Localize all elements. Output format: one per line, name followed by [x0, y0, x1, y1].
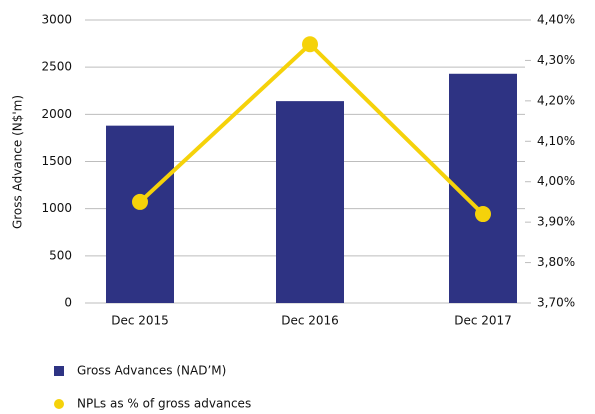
- x-tick-label: Dec 2017: [454, 314, 512, 328]
- bar: [276, 101, 344, 303]
- legend-label: NPLs as % of gross advances: [77, 397, 251, 411]
- y2-tick-label: 3,90%: [537, 215, 575, 229]
- y2-tick-label: 4,40%: [537, 13, 575, 27]
- y-tick-label: 3000: [41, 13, 72, 27]
- y2-tick-label: 3,80%: [537, 255, 575, 269]
- y-tick-label: 1500: [41, 154, 72, 168]
- legend-marker: [54, 399, 64, 409]
- y-tick-label: 2500: [41, 60, 72, 74]
- y2-tick-label: 4,20%: [537, 93, 575, 107]
- bar: [449, 73, 517, 304]
- legend-marker: [54, 366, 64, 376]
- y2-tick-label: 4,00%: [537, 174, 575, 188]
- y2-tick-label: 3,70%: [537, 296, 575, 310]
- y2-tick-label: 4,10%: [537, 134, 575, 148]
- y-tick-label: 500: [49, 248, 72, 262]
- y-tick-label: 2000: [41, 107, 72, 121]
- point: [475, 206, 491, 223]
- y-tick-label: 0: [64, 296, 72, 310]
- y-tick-label: 1000: [41, 201, 72, 215]
- y2-tick-label: 4,30%: [537, 53, 575, 67]
- bar: [106, 125, 174, 303]
- point: [302, 36, 318, 53]
- x-tick-label: Dec 2015: [111, 314, 169, 328]
- x-tick-label: Dec 2016: [281, 314, 339, 328]
- legend-label: Gross Advances (NAD’M): [77, 364, 226, 378]
- point: [132, 193, 148, 210]
- y-axis-label: Gross Advance (N$'m): [11, 95, 25, 229]
